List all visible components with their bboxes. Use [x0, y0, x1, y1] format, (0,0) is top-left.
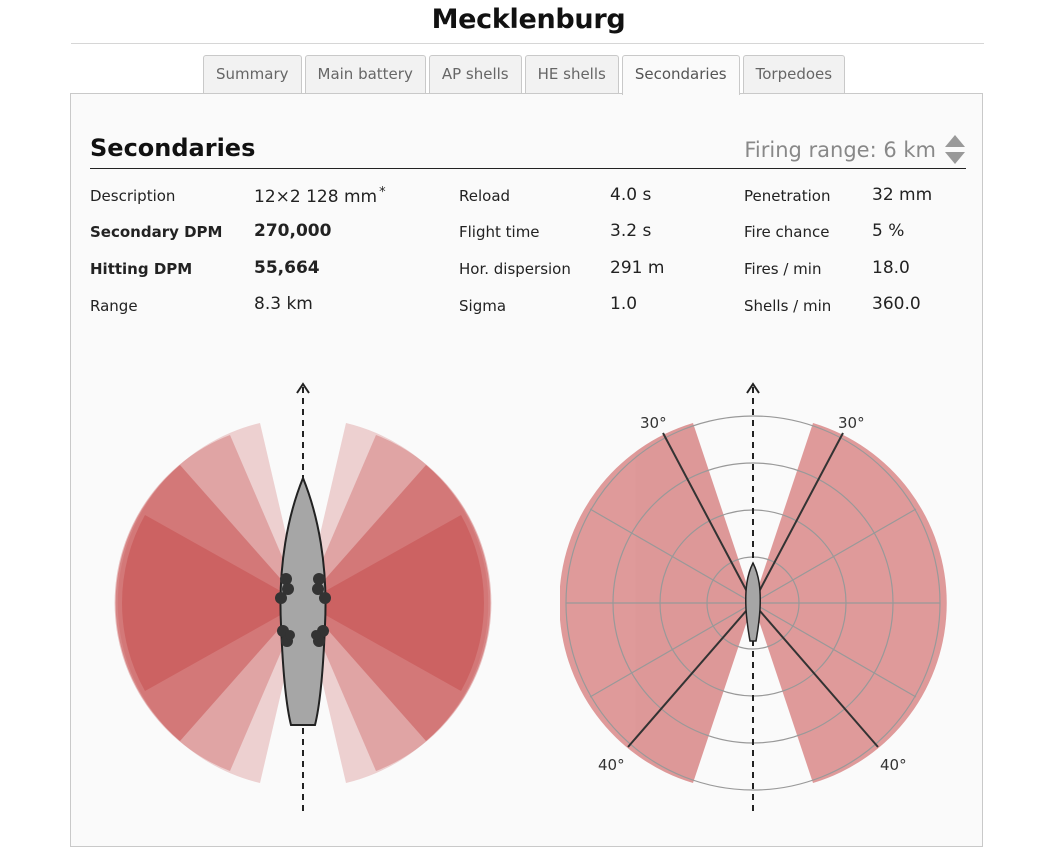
stat-label-range: Range — [90, 297, 138, 315]
stat-value-shells-per-min: 360.0 — [872, 294, 921, 314]
ship-hull — [279, 475, 327, 726]
firing-range-control: Firing range: 6 km — [744, 134, 966, 166]
firing-range-stepper[interactable] — [944, 134, 966, 166]
title-divider — [71, 43, 984, 44]
stat-label-sigma: Sigma — [459, 297, 507, 315]
gun-turrets — [275, 573, 331, 647]
polar-ship-hull — [745, 561, 761, 642]
tab-he-shells[interactable]: HE shells — [524, 55, 619, 93]
arc-left-core — [122, 515, 302, 691]
angle-label-top-left: 30° — [640, 414, 667, 432]
angle-line-30-left — [662, 432, 754, 604]
stats-grid: Description 12×2 128 mm * Secondary DPM 2… — [71, 94, 984, 334]
stat-value-penetration: 32 mm — [872, 185, 933, 205]
stat-label-secondary-dpm: Secondary DPM — [90, 223, 223, 241]
stat-value-fires-per-min: 18.0 — [872, 258, 910, 278]
arrow-up-icon[interactable] — [945, 135, 965, 147]
stat-value-reload: 4.0 s — [610, 185, 652, 205]
angle-line-30-right — [752, 432, 844, 604]
stat-value-range: 8.3 km — [254, 294, 313, 314]
angle-label-top-right: 30° — [838, 414, 865, 432]
angle-label-bottom-right: 40° — [880, 756, 907, 774]
description-text: 12×2 128 mm — [254, 187, 378, 207]
tab-secondaries[interactable]: Secondaries — [621, 55, 740, 95]
stat-label-penetration: Penetration — [744, 187, 831, 205]
tab-summary[interactable]: Summary — [203, 55, 302, 93]
stat-value-flight-time: 3.2 s — [610, 221, 652, 241]
section-header: Secondaries Firing range: 6 km — [90, 132, 966, 169]
arc-right-core — [304, 515, 484, 691]
stat-value-description: 12×2 128 mm * — [254, 185, 386, 207]
arrow-down-icon[interactable] — [945, 152, 965, 164]
stat-value-hitting-dpm: 55,664 — [254, 258, 320, 278]
stat-label-flight-time: Flight time — [459, 223, 540, 241]
firing-arcs — [114, 423, 492, 783]
polar-axis-arrow-icon — [746, 382, 760, 394]
stat-label-reload: Reload — [459, 187, 511, 205]
stat-label-fires-per-min: Fires / min — [744, 260, 822, 278]
description-footnote: * — [379, 185, 386, 200]
section-title: Secondaries — [90, 134, 256, 162]
stat-value-sigma: 1.0 — [610, 294, 638, 314]
angle-line-40-left — [627, 602, 754, 748]
stat-value-fire-chance: 5 % — [872, 221, 905, 241]
stat-label-fire-chance: Fire chance — [744, 223, 830, 241]
angle-line-40-right — [752, 602, 879, 748]
stat-value-secondary-dpm: 270,000 — [254, 221, 332, 241]
tab-ap-shells[interactable]: AP shells — [428, 55, 522, 93]
stat-label-description: Description — [90, 187, 176, 205]
ship-title: Mecklenburg — [431, 4, 626, 35]
firing-arcs-diagram — [114, 382, 492, 815]
firing-range-label: Firing range: 6 km — [744, 138, 936, 162]
axis-arrow-icon — [296, 382, 310, 394]
tab-bar: Summary Main battery AP shells HE shells… — [203, 55, 848, 95]
stat-label-shells-per-min: Shells / min — [744, 297, 832, 315]
angle-label-bottom-left: 40° — [598, 756, 625, 774]
stat-label-hitting-dpm: Hitting DPM — [90, 260, 193, 278]
stat-label-hor-dispersion: Hor. dispersion — [459, 260, 571, 278]
tab-main-battery[interactable]: Main battery — [304, 55, 426, 93]
stat-value-hor-dispersion: 291 m — [610, 258, 665, 278]
polar-diagram: 30° 30° 40° 40° — [560, 382, 947, 815]
tab-torpedoes[interactable]: Torpedoes — [742, 55, 846, 93]
